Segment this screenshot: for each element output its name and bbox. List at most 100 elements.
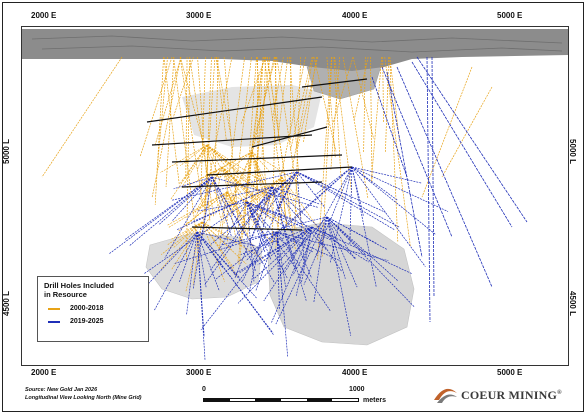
drill-hole-old: [171, 221, 203, 271]
underground-working: [171, 154, 343, 163]
drill-hole-new: [396, 66, 493, 288]
scale-bar-segments: [203, 398, 359, 402]
drill-hole-new: [173, 176, 213, 190]
drill-hole-new: [200, 231, 278, 330]
drill-hole-old: [274, 56, 279, 135]
drill-hole-new: [240, 226, 313, 255]
drill-hole-old: [249, 176, 283, 206]
figure-frame: 2000 E 3000 E 4000 E 5000 E 2000 E 3000 …: [2, 2, 584, 412]
scale-bar: 0 1000 meters: [202, 386, 386, 412]
drill-hole-new: [431, 56, 435, 298]
x-tick-bottom-4000: 4000 E: [342, 368, 368, 377]
drill-hole-old: [197, 56, 211, 222]
drill-hole-old: [289, 56, 313, 151]
x-tick-top-2000: 2000 E: [31, 11, 57, 20]
legend-item-2000-2018: 2000-2018: [44, 305, 142, 312]
legend-title-line1: Drill Holes Included: [44, 281, 115, 290]
drill-hole-new: [381, 66, 453, 238]
drill-hole-old: [226, 191, 248, 225]
drill-hole-new: [172, 176, 213, 221]
drill-hole-new: [275, 216, 328, 325]
drill-hole-new: [211, 176, 247, 237]
drill-hole-old: [163, 56, 180, 185]
y-tick-left-5000: 5000 L: [1, 139, 11, 164]
drill-hole-old: [370, 56, 383, 183]
drill-hole-old: [226, 191, 298, 229]
drill-hole-old: [161, 221, 203, 270]
drill-hole-new: [222, 231, 278, 246]
drill-hole-old: [382, 56, 384, 123]
drill-hole-old: [214, 56, 219, 193]
drill-hole-new: [271, 186, 327, 251]
underground-working: [301, 78, 368, 88]
drill-hole-new: [257, 226, 313, 266]
drill-hole-new: [200, 176, 213, 243]
drill-hole-old: [179, 144, 208, 167]
drill-hole-new: [326, 216, 377, 244]
drill-hole-new: [196, 231, 207, 288]
source-note: Source: New Gold Jan 2026 Longitudinal V…: [25, 386, 142, 402]
drill-holes-2019-2025: [108, 56, 528, 360]
drill-hole-old: [251, 151, 301, 185]
drill-hole-new: [275, 166, 353, 236]
drill-hole-new: [326, 216, 358, 288]
drill-hole-old: [271, 56, 284, 121]
drill-hole-new: [284, 226, 313, 272]
drill-hole-new: [196, 231, 275, 336]
legend-title-line2: in Resource: [44, 290, 87, 299]
drill-hole-old: [353, 56, 369, 121]
x-tick-top-3000: 3000 E: [186, 11, 212, 20]
drill-hole-old: [201, 221, 238, 277]
drill-hole-new: [311, 226, 412, 274]
drill-hole-new: [197, 201, 248, 212]
drill-hole-new: [313, 216, 328, 303]
drill-hole-old: [167, 191, 228, 229]
underground-working: [151, 134, 313, 146]
drill-hole-old: [247, 56, 271, 237]
drill-hole-old: [197, 144, 208, 170]
source-line: Source: New Gold Jan 2026: [25, 387, 98, 393]
drill-hole-new: [426, 56, 431, 323]
x-tick-top-5000: 5000 E: [497, 11, 523, 20]
x-tick-bottom-2000: 2000 E: [31, 368, 57, 377]
drill-hole-old: [179, 56, 204, 206]
underground-working: [251, 126, 328, 148]
x-tick-bottom-3000: 3000 E: [186, 368, 212, 377]
drill-hole-new: [246, 201, 272, 260]
drill-hole-old: [223, 151, 253, 225]
drill-hole-old: [289, 56, 292, 144]
drill-hole-new: [303, 166, 353, 285]
drill-hole-old: [317, 56, 332, 261]
drill-hole-old: [281, 176, 308, 236]
drill-hole-old: [303, 56, 317, 143]
drill-hole-old: [258, 176, 283, 201]
drill-hole-old: [267, 56, 296, 250]
drill-hole-old: [251, 151, 266, 206]
drill-hole-new: [196, 231, 206, 360]
drill-hole-old: [275, 176, 283, 250]
drill-hole-old: [139, 56, 173, 158]
drill-hole-old: [181, 144, 208, 189]
legend-item-2019-2025: 2019-2025: [44, 318, 142, 325]
logo-text: COEUR MINING®: [461, 388, 562, 402]
topographic-surface: [22, 29, 568, 71]
drill-hole-new: [218, 201, 248, 251]
drill-hole-old: [185, 56, 188, 180]
drill-hole-old: [297, 56, 319, 148]
drill-hole-new: [315, 166, 353, 196]
underground-working: [181, 181, 323, 188]
drill-hole-old: [167, 191, 228, 226]
drill-hole-new: [371, 76, 408, 178]
drill-hole-old: [215, 56, 227, 141]
drill-hole-new: [271, 226, 313, 323]
drill-hole-old: [261, 56, 267, 157]
drill-hole-new: [351, 166, 426, 267]
x-tick-bottom-5000: 5000 E: [497, 368, 523, 377]
drill-hole-old: [276, 56, 302, 219]
drill-hole-new: [326, 216, 346, 279]
legend-swatch-blue: [48, 320, 60, 323]
drill-hole-old: [154, 56, 182, 146]
underground-working: [146, 96, 323, 123]
drill-hole-new: [326, 216, 399, 282]
drill-hole-new: [249, 171, 298, 218]
